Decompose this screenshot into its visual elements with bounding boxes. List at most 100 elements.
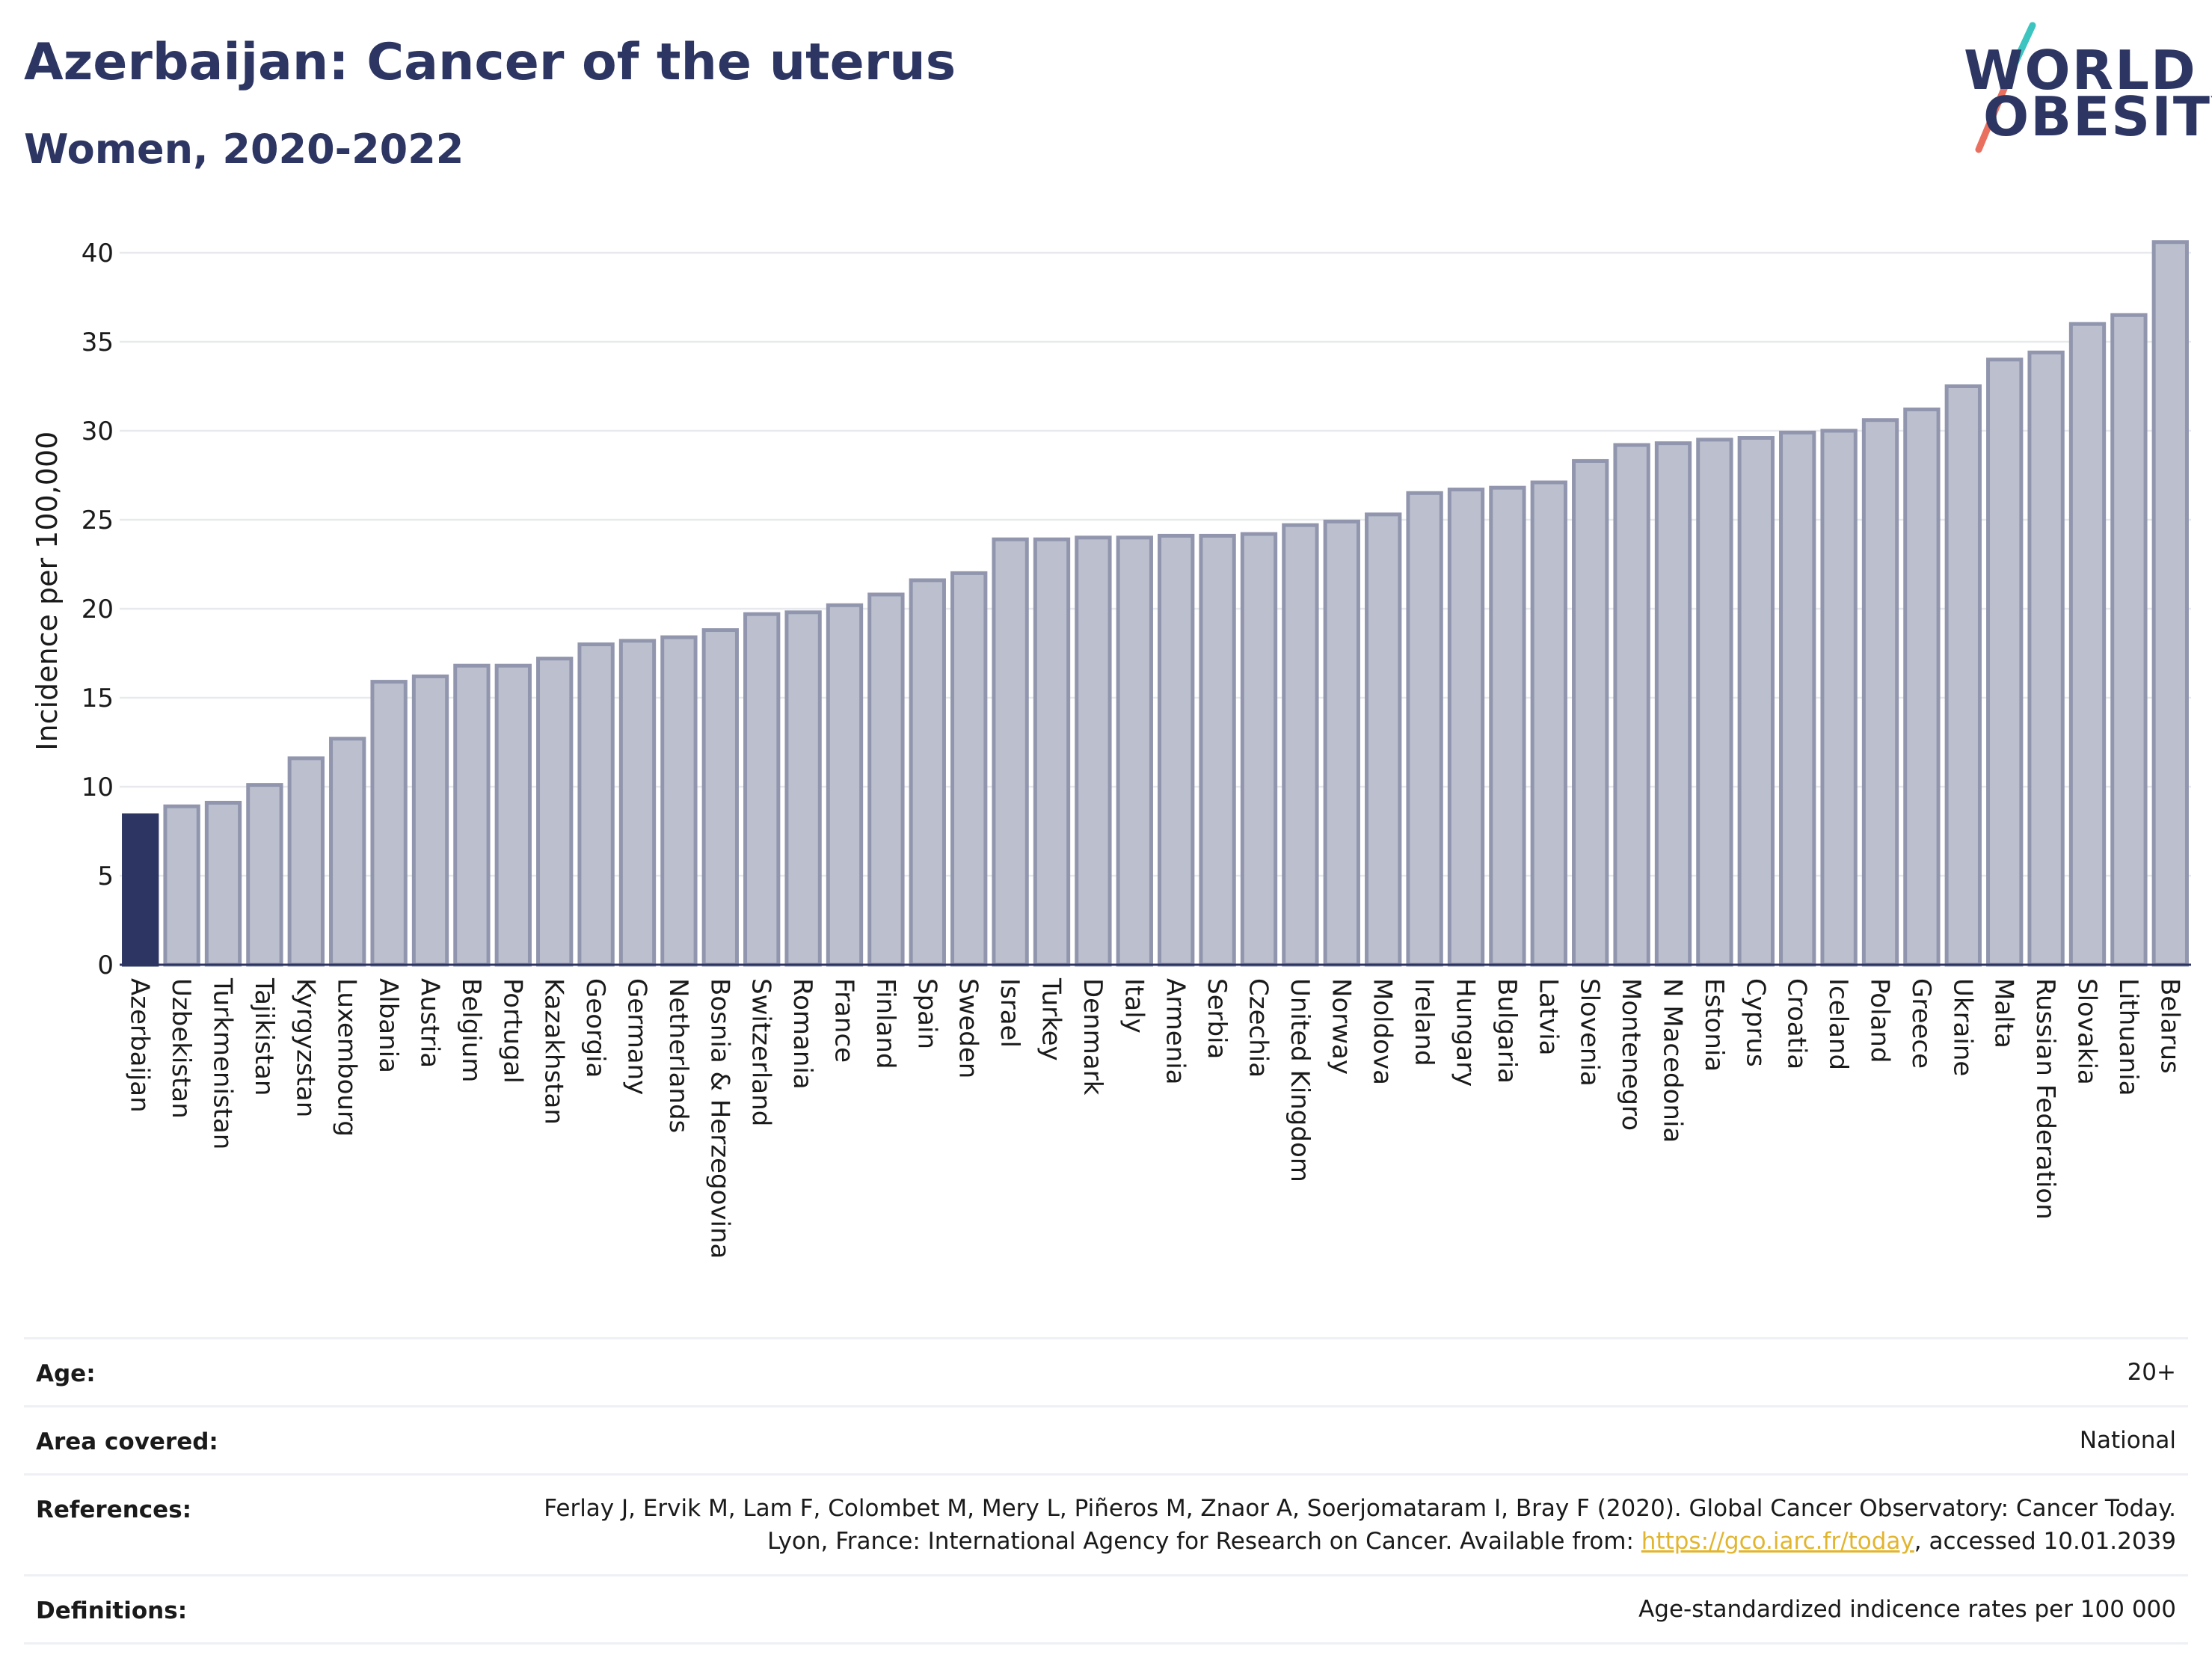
- bar-cyprus: [1737, 436, 1775, 967]
- x-category-label: Georgia: [580, 978, 610, 1078]
- references-link[interactable]: https://gco.iarc.fr/today: [1641, 1528, 1914, 1555]
- x-category-label: Luxembourg: [332, 978, 362, 1137]
- bar-turkmenistan: [204, 800, 242, 967]
- bar-moldova: [1365, 512, 1402, 967]
- y-tick-label: 15: [82, 684, 114, 713]
- bar-italy: [1116, 535, 1153, 967]
- x-category-label: Moldova: [1368, 978, 1398, 1085]
- meta-row-area: Area covered: National: [24, 1405, 2188, 1473]
- x-category-label: Slovenia: [1575, 978, 1605, 1087]
- x-category-label: Israel: [995, 978, 1024, 1048]
- bar-czechia: [1240, 532, 1278, 967]
- x-category-label: Denmark: [1078, 978, 1107, 1096]
- y-tick-label: 0: [97, 951, 114, 980]
- bar-france: [826, 603, 864, 967]
- bar-portugal: [494, 663, 532, 967]
- x-category-label: Netherlands: [663, 978, 693, 1133]
- x-category-label: Hungary: [1451, 978, 1481, 1087]
- bar-israel: [992, 537, 1029, 967]
- bar-netherlands: [660, 635, 698, 967]
- x-category-label: Armenia: [1161, 978, 1191, 1085]
- bar-norway: [1323, 519, 1360, 967]
- x-category-label: Bosnia & Herzegovina: [704, 978, 734, 1259]
- bar-malta: [1986, 357, 2024, 967]
- x-category-label: Italy: [1119, 978, 1149, 1034]
- references-accessed: , accessed 10.01.2039: [1914, 1528, 2176, 1555]
- bar-iceland: [1820, 429, 1858, 967]
- x-category-label: Serbia: [1202, 978, 1232, 1059]
- x-category-label: Germany: [622, 978, 652, 1095]
- y-tick-label: 5: [97, 862, 114, 891]
- bar-latvia: [1530, 480, 1567, 967]
- bar-greece: [1903, 407, 1941, 967]
- bar-austria: [411, 674, 449, 967]
- bar-denmark: [1075, 535, 1112, 967]
- chart-title: Azerbaijan: Cancer of the uterus: [24, 33, 956, 92]
- y-tick-label: 35: [82, 328, 114, 357]
- bar-luxembourg: [329, 737, 366, 967]
- x-category-label: Norway: [1326, 978, 1356, 1075]
- x-category-label: Montenegro: [1616, 978, 1646, 1131]
- x-category-label: Czechia: [1244, 978, 1274, 1078]
- bar-estonia: [1696, 437, 1733, 967]
- bar-montenegro: [1613, 443, 1650, 967]
- x-category-label: Poland: [1865, 978, 1895, 1063]
- logo-slash-icon: [1975, 22, 2036, 153]
- bar-armenia: [1158, 533, 1195, 967]
- references-text: Ferlay J, Ervik M, Lam F, Colombet M, Me…: [544, 1495, 2176, 1555]
- x-category-label: Lithuania: [2113, 978, 2143, 1096]
- bar-albania: [370, 680, 408, 967]
- bar-finland: [867, 592, 905, 967]
- definitions-value: Age-standardized indicence rates per 100…: [1638, 1596, 2176, 1623]
- bar-lithuania: [2110, 313, 2148, 967]
- x-category-label: Latvia: [1533, 978, 1563, 1056]
- x-category-label: Kazakhstan: [539, 978, 569, 1125]
- bar-bosnia-herzegovina: [701, 628, 739, 967]
- bar-slovakia: [2068, 322, 2107, 967]
- chart-subtitle: Women, 2020-2022: [24, 126, 464, 173]
- bar-serbia: [1199, 533, 1236, 967]
- world-obesity-logo: WORLD OBESITY: [1944, 21, 2212, 156]
- x-category-label: Greece: [1906, 978, 1936, 1069]
- x-axis-labels: Azerbaijan Uzbekistan Turkmenistan Tajikist…: [125, 977, 2185, 1259]
- y-tick-label: 30: [82, 417, 114, 446]
- bar-tajikistan: [246, 783, 283, 967]
- bar-bulgaria: [1489, 485, 1526, 967]
- bar-spain: [909, 578, 946, 967]
- bar-switzerland: [743, 612, 781, 967]
- x-category-label: Finland: [870, 978, 900, 1069]
- x-category-label: Malta: [1989, 978, 2019, 1048]
- y-tick-label: 25: [82, 506, 114, 535]
- x-category-label: Sweden: [953, 978, 983, 1078]
- bar-belarus: [2151, 240, 2189, 967]
- bar-russian-federation: [2027, 350, 2065, 967]
- bar-kyrgyzstan: [287, 756, 325, 967]
- x-category-label: Ireland: [1409, 978, 1439, 1066]
- y-tick-label: 20: [82, 595, 114, 624]
- x-category-label: Iceland: [1823, 978, 1853, 1070]
- metadata-table: Age: 20+ Area covered: National Referenc…: [24, 1337, 2188, 1645]
- x-category-label: Azerbaijan: [125, 978, 155, 1113]
- bar-chart: 0 5 10 15 20 25 30 35 40 Azerbaijan Uzbekistan Tur…: [31, 239, 2191, 1259]
- y-tick-label: 10: [82, 773, 114, 802]
- x-category-label: Belgium: [456, 978, 486, 1082]
- x-category-label: Estonia: [1699, 978, 1729, 1072]
- x-category-label: Turkey: [1036, 977, 1066, 1061]
- bar-croatia: [1779, 430, 1816, 967]
- x-category-label: Albania: [373, 978, 403, 1073]
- x-category-label: Kyrgyzstan: [290, 978, 320, 1117]
- age-value: 20+: [2127, 1359, 2176, 1386]
- x-category-label: Tajikistan: [249, 977, 279, 1096]
- bars: [122, 240, 2189, 967]
- bar-sweden: [950, 571, 988, 967]
- x-category-label: Switzerland: [746, 978, 776, 1126]
- y-axis-title: Incidence per 100,000: [31, 432, 64, 751]
- x-category-label: Portugal: [497, 978, 527, 1084]
- x-category-label: Austria: [415, 978, 445, 1068]
- meta-row-age: Age: 20+: [24, 1337, 2188, 1405]
- bar-germany: [618, 639, 657, 967]
- logo-word-obesity: OBESITY: [1983, 85, 2212, 148]
- x-category-label: France: [829, 978, 859, 1063]
- logo-word-world: WORLD: [1964, 39, 2197, 102]
- y-axis-ticks: 0 5 10 15 20 25 30 35 40: [82, 239, 114, 980]
